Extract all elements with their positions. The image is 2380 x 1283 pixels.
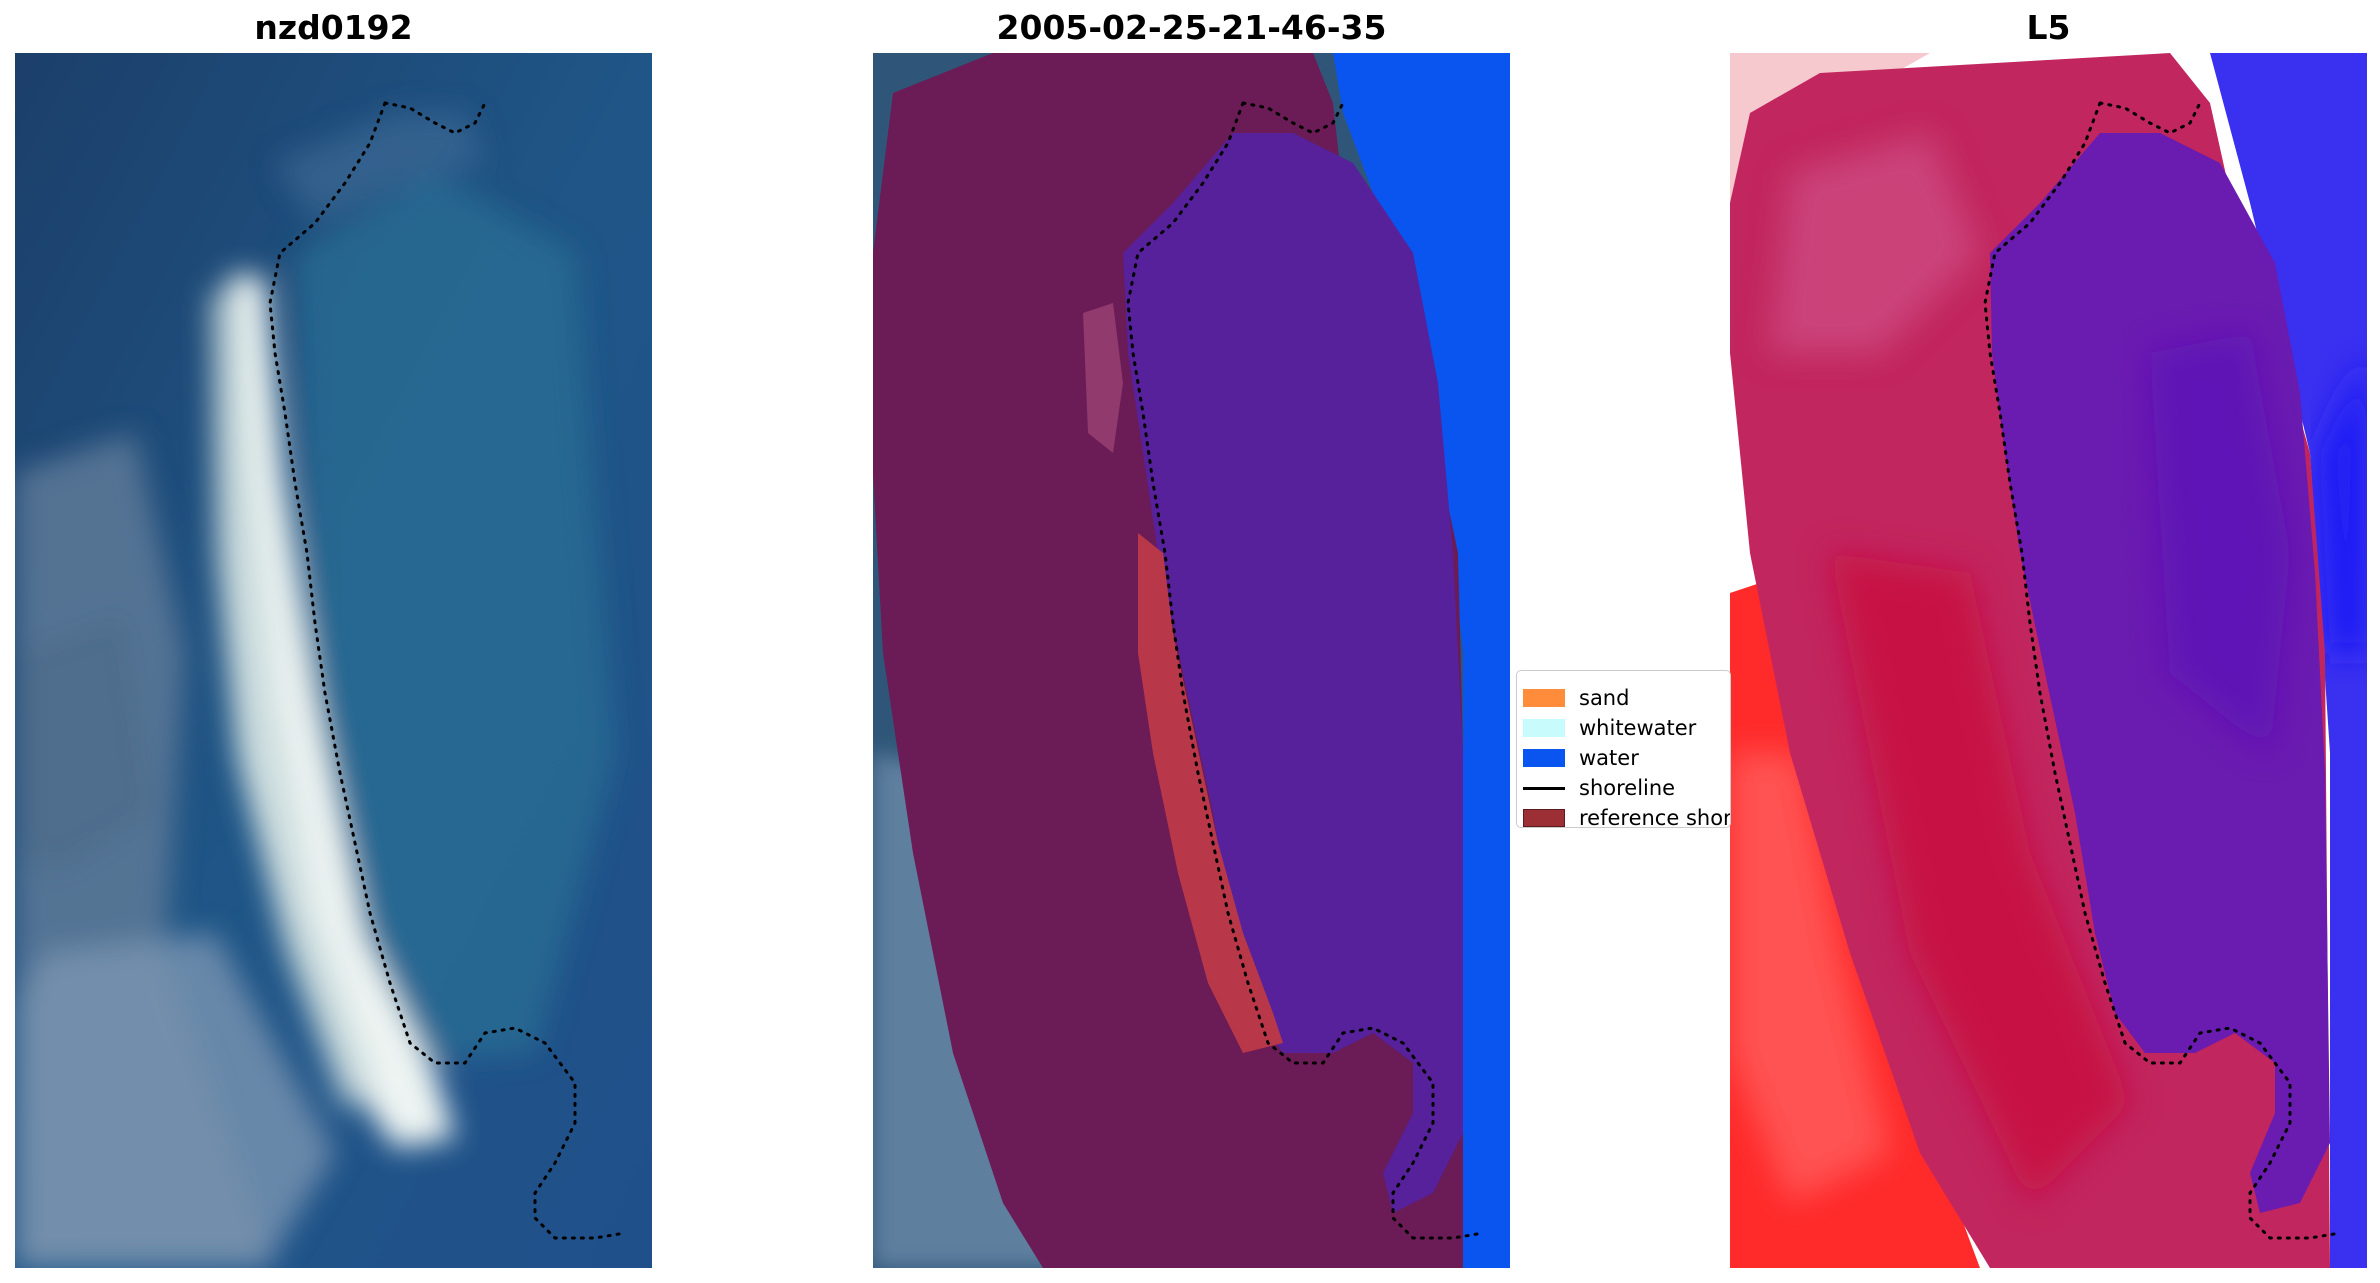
sand-swatch bbox=[1523, 689, 1565, 707]
legend-item-reference-buffer: reference shoreline buffer bbox=[1523, 803, 1731, 828]
panel-title-satellite: L5 bbox=[2026, 8, 2071, 47]
legend-item-sand: sand bbox=[1523, 683, 1629, 713]
water-swatch bbox=[1523, 749, 1565, 767]
panel-title-date: 2005-02-25-21-46-35 bbox=[996, 8, 1387, 47]
shoreline-path bbox=[1983, 101, 2342, 1240]
legend-item-whitewater: whitewater bbox=[1523, 713, 1696, 743]
whitewater-swatch bbox=[1523, 719, 1565, 737]
water-index-image bbox=[1730, 53, 2367, 1268]
shoreline-path bbox=[268, 101, 627, 1240]
legend-label-reference-buffer: reference shoreline buffer bbox=[1579, 806, 1731, 828]
legend-label-sand: sand bbox=[1579, 686, 1630, 710]
classification-image bbox=[873, 53, 1510, 1268]
shoreline-line-swatch bbox=[1523, 786, 1565, 790]
panel-title-image: nzd0192 bbox=[254, 8, 413, 47]
rgb-image-panel bbox=[15, 53, 652, 1268]
rgb-image bbox=[15, 53, 652, 1268]
legend-item-shoreline: shoreline bbox=[1523, 773, 1675, 803]
legend-label-shoreline: shoreline bbox=[1579, 776, 1676, 800]
reference-buffer-swatch bbox=[1523, 809, 1565, 827]
classification-panel bbox=[873, 53, 1510, 1268]
water-index-panel bbox=[1730, 53, 2367, 1268]
legend: sand whitewater water shoreline referenc… bbox=[1516, 670, 1731, 828]
legend-label-whitewater: whitewater bbox=[1579, 716, 1697, 740]
water-class-region bbox=[1333, 53, 1510, 1268]
legend-label-water: water bbox=[1579, 746, 1639, 770]
shoreline-path bbox=[1126, 101, 1485, 1240]
legend-item-water: water bbox=[1523, 743, 1639, 773]
